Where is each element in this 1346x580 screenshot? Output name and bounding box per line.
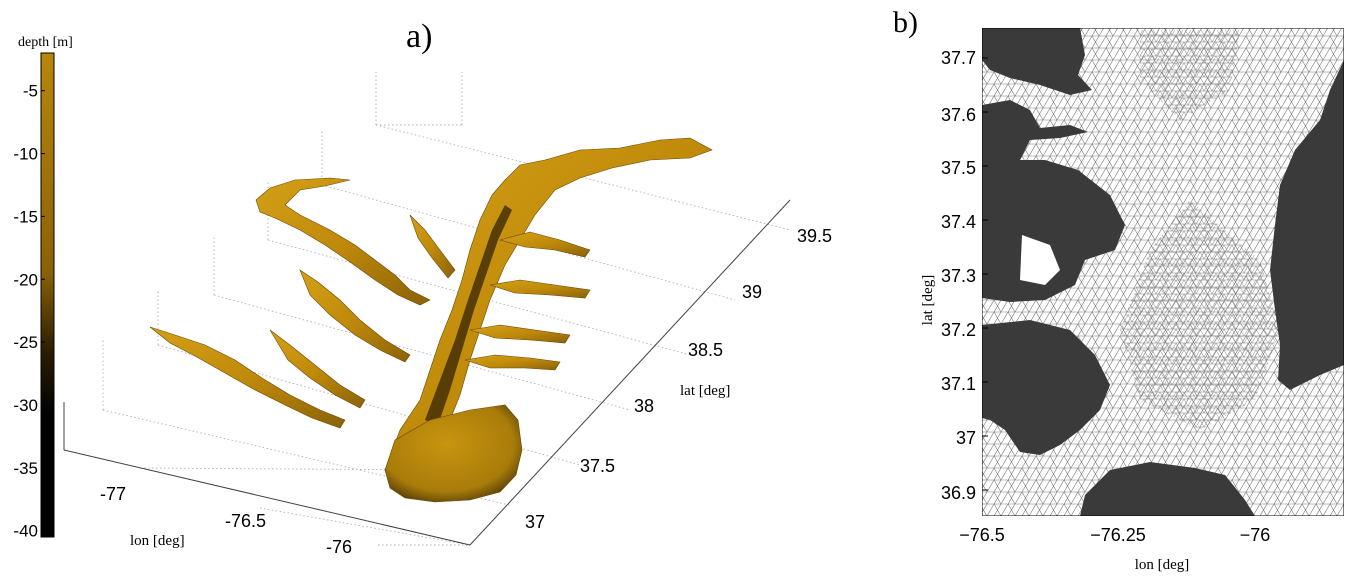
panel-b: b) 37.7 37.6 37.5 37.4 37.3 37. — [893, 6, 1344, 573]
lat-tick: 38 — [634, 396, 654, 416]
lat-tick: 36.9 — [941, 483, 976, 503]
colorbar: depth [m] -5 -10 -15 -20 -25 -30 -35 -40 — [13, 35, 72, 541]
colorbar-tick-label: -20 — [13, 270, 38, 289]
lon-tick: -77 — [100, 484, 126, 504]
lat-tick: 37.6 — [941, 105, 976, 125]
lon-ticks: -77 -76.5 -76 — [100, 484, 352, 557]
colorbar-tick-label: -25 — [13, 333, 38, 352]
mesh-y-axis-label: lat [deg] — [920, 275, 936, 325]
colorbar-tick-label: -40 — [13, 522, 38, 541]
lat-tick: 39 — [742, 282, 762, 302]
land — [982, 28, 1344, 516]
lat-tick: 37 — [956, 428, 976, 448]
lon-tick: -76 — [326, 537, 352, 557]
lat-tick: 37.4 — [941, 212, 976, 232]
lat-tick: 37.5 — [580, 456, 615, 476]
colorbar-tick-label: -10 — [13, 145, 38, 164]
y-axis-label: lat [deg] — [680, 383, 730, 399]
bathymetry-surface — [149, 137, 713, 503]
lat-tick: 37.5 — [941, 158, 976, 178]
mesh-lat-ticks: 37.7 37.6 37.5 37.4 37.3 37.2 37.1 37 36… — [941, 48, 976, 503]
lon-tick: -76.5 — [225, 511, 266, 531]
lon-tick: −76.5 — [959, 525, 1005, 545]
colorbar-tick-label: -5 — [23, 82, 38, 101]
colorbar-bar — [40, 52, 55, 538]
x-axis-label: lon [deg] — [130, 533, 185, 549]
lat-tick: 39.5 — [797, 226, 832, 246]
mesh-lat-tickmarks — [982, 57, 988, 491]
lat-ticks: 37 37.5 38 38.5 39 39.5 — [525, 226, 832, 532]
lat-tick: 37.3 — [941, 266, 976, 286]
colorbar-tick-label: -15 — [13, 207, 38, 226]
lon-tick: −76 — [1240, 525, 1271, 545]
colorbar-title: depth [m] — [18, 35, 73, 50]
mesh-x-axis-label: lon [deg] — [1135, 557, 1190, 573]
panel-a: a) depth [m] -5 -10 -15 -20 -25 -30 -35 -40 — [13, 18, 832, 557]
lon-tick: −76.25 — [1090, 525, 1146, 545]
panel-b-label: b) — [893, 6, 918, 39]
colorbar-tick-label: -35 — [13, 459, 38, 478]
panel-a-label: a) — [406, 18, 432, 55]
lat-tick: 37.1 — [941, 374, 976, 394]
lat-tick: 37.7 — [941, 48, 976, 68]
lat-tick: 38.5 — [688, 340, 723, 360]
mesh-plot — [982, 28, 1344, 516]
lat-tick: 37 — [525, 512, 545, 532]
axis-lines — [63, 199, 791, 546]
colorbar-ticks: -5 -10 -15 -20 -25 -30 -35 -40 — [13, 82, 45, 541]
mesh-lon-ticks: −76.5 −76.25 −76 — [959, 525, 1270, 545]
lat-tick: 37.2 — [941, 320, 976, 340]
colorbar-tick-label: -30 — [13, 396, 38, 415]
